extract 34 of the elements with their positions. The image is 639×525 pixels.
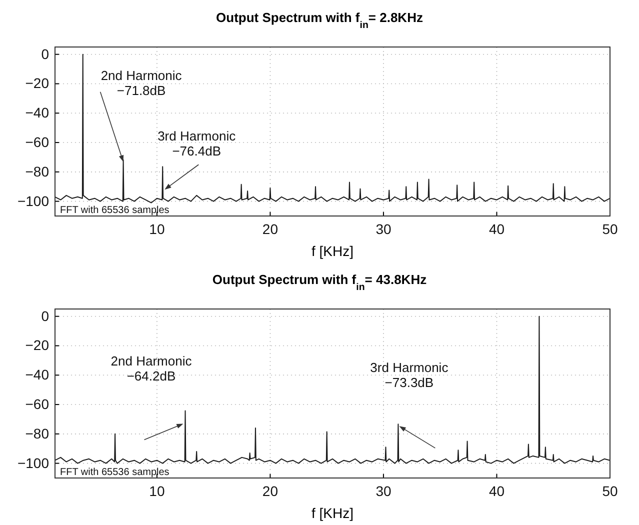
x-tick-label: 40 <box>488 482 505 499</box>
x-tick-label: 30 <box>376 482 392 499</box>
y-tick-label: −20 <box>25 337 50 354</box>
x-tick-label: 20 <box>262 220 278 237</box>
x-tick-label: 30 <box>376 220 392 237</box>
x-tick-label: 10 <box>149 220 165 237</box>
x-tick-label: 50 <box>602 220 618 237</box>
y-tick-label: −40 <box>25 366 50 383</box>
annotation: 2nd Harmonic −71.8dB <box>100 68 182 98</box>
annotation: 3rd Harmonic −73.3dB <box>370 360 449 390</box>
annotation: 2nd Harmonic −64.2dB <box>110 354 192 384</box>
y-tick-label: −80 <box>25 163 50 180</box>
y-tick-label: −80 <box>25 425 50 442</box>
line-series <box>54 316 610 464</box>
chart-title: Output Spectrum with f$_{in}$= 2.8KHz <box>216 10 424 30</box>
y-tick-label: −40 <box>25 104 50 121</box>
annotation: 3rd Harmonic −76.4dB <box>158 128 236 159</box>
x-tick-label: 10 <box>149 482 165 499</box>
annotation: FFT with 65536 samples <box>60 205 170 216</box>
y-tick-label: −20 <box>25 75 50 92</box>
y-tick-label: 0 <box>41 46 50 62</box>
y-tick-label: −100 <box>17 192 50 209</box>
y-tick-label: −60 <box>25 134 50 150</box>
y-tick-label: −100 <box>17 454 50 471</box>
x-axis-title: f [KHz] <box>311 505 354 521</box>
line-series <box>54 54 610 204</box>
chart-title: Output Spectrum with f$_{in}$= 43.8KHz <box>212 272 428 292</box>
x-tick-label: 50 <box>602 482 618 499</box>
annotation: FFT with 65536 samples <box>60 467 170 478</box>
x-tick-label: 40 <box>488 220 505 237</box>
x-tick-label: 20 <box>262 482 278 499</box>
y-tick-label: 0 <box>41 308 50 324</box>
y-tick-label: −60 <box>25 396 50 412</box>
x-axis-title: f [KHz] <box>311 243 354 259</box>
